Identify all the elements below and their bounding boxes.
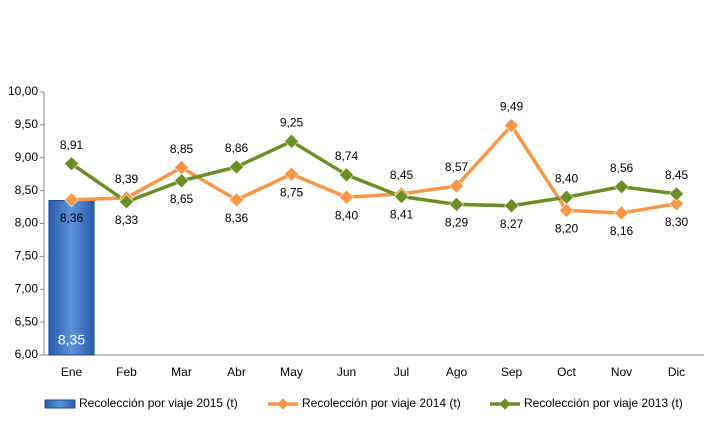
- marker: [614, 179, 629, 195]
- x-tick-label: Ene: [61, 365, 83, 379]
- value-label: 8,57: [445, 160, 469, 174]
- line: [70, 139, 677, 208]
- legend-label: Recolección por viaje 2013 (t): [524, 396, 683, 410]
- y-tick-label: 6,50: [15, 314, 39, 328]
- marker: [559, 189, 574, 205]
- legend-marker: [499, 398, 511, 410]
- y-tick-label: 8,00: [15, 216, 39, 230]
- y-tick-label: 9,00: [15, 150, 39, 164]
- x-tick-label: Jun: [337, 365, 356, 379]
- legend-swatch: [44, 399, 76, 409]
- x-tick-label: Mar: [171, 365, 192, 379]
- marker: [229, 159, 244, 175]
- x-tick-label: Abr: [227, 365, 246, 379]
- x-tick-label: Ago: [446, 365, 468, 379]
- y-tick-label: 7,50: [15, 249, 39, 263]
- value-label: 8,56: [610, 161, 634, 175]
- marker: [614, 205, 629, 221]
- legend-label: Recolección por viaje 2014 (t): [302, 396, 461, 410]
- value-label: 8,39: [115, 172, 139, 186]
- marker: [559, 202, 574, 218]
- y-tick-label: 10,00: [8, 84, 38, 98]
- marker: [174, 160, 189, 176]
- y-tick-label: 8,50: [15, 183, 39, 197]
- marker: [284, 166, 299, 182]
- bar-value-label: 8,35: [58, 332, 85, 348]
- value-label: 8,36: [225, 211, 249, 225]
- value-label: 8,86: [225, 141, 249, 155]
- value-label: 8,16: [610, 224, 634, 238]
- marker: [339, 167, 354, 183]
- x-tick-label: Oct: [557, 365, 576, 379]
- value-label: 8,29: [445, 216, 469, 230]
- marker: [669, 196, 684, 212]
- value-label: 8,91: [60, 138, 84, 152]
- marker: [504, 118, 519, 133]
- marker: [669, 186, 684, 202]
- value-label: 8,65: [170, 192, 194, 206]
- marker: [449, 197, 464, 212]
- marker: [229, 192, 244, 208]
- x-tick-label: Sep: [501, 365, 523, 379]
- marker: [64, 192, 79, 208]
- bar: [48, 199, 95, 356]
- value-label: 8,33: [115, 213, 139, 227]
- y-tick-label: 7,00: [15, 281, 39, 295]
- y-tick-label: 6,00: [15, 347, 39, 361]
- legend-marker: [277, 398, 289, 410]
- value-label: 8,36: [60, 211, 84, 225]
- value-label: 8,27: [500, 217, 524, 231]
- x-tick-label: May: [280, 365, 303, 379]
- x-tick-label: Feb: [116, 365, 137, 379]
- x-tick-label: Jul: [394, 365, 409, 379]
- value-label: 9,49: [500, 100, 524, 114]
- value-label: 8,45: [390, 168, 414, 182]
- value-label: 8,40: [335, 208, 359, 222]
- value-label: 8,75: [280, 185, 304, 199]
- line: [71, 122, 677, 215]
- legend-label: Recolección por viaje 2015 (t): [79, 396, 238, 410]
- marker: [64, 156, 79, 172]
- value-label: 8,45: [665, 168, 689, 182]
- marker: [284, 133, 299, 149]
- y-tick-label: 9,50: [15, 117, 39, 131]
- marker: [449, 178, 464, 194]
- value-label: 8,85: [170, 142, 194, 156]
- value-label: 9,25: [280, 115, 304, 129]
- marker: [339, 189, 354, 205]
- marker: [504, 198, 519, 214]
- marker: [174, 173, 189, 189]
- value-label: 8,74: [335, 149, 359, 163]
- value-label: 8,30: [665, 215, 689, 229]
- value-label: 8,40: [555, 171, 579, 185]
- marker: [394, 189, 409, 204]
- x-tick-label: Nov: [611, 365, 632, 379]
- value-label: 8,41: [390, 208, 414, 222]
- marker: [119, 194, 134, 210]
- value-label: 8,20: [555, 222, 579, 236]
- x-tick-label: Dic: [668, 365, 685, 379]
